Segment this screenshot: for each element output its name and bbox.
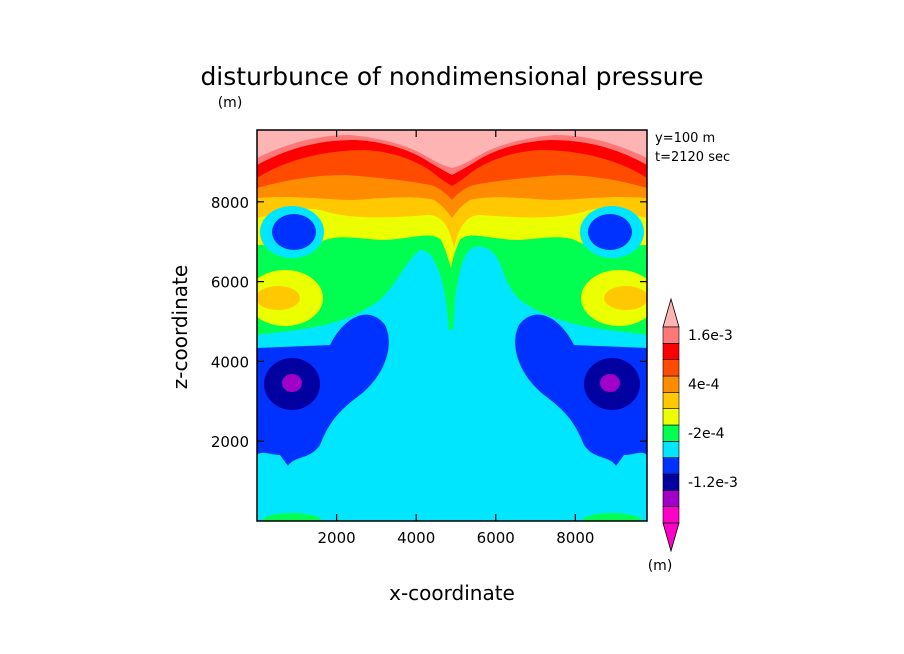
y-tick-label: 8000 — [211, 194, 249, 212]
colorbar-swatch — [662, 343, 680, 360]
bottom-green-left — [262, 513, 322, 521]
region-pink — [257, 130, 647, 168]
colorbar: 1.6e-3 4e-4 -2e-4 -1.2e-3 — [662, 297, 738, 553]
chart-title: disturbunce of nondimensional pressure — [200, 62, 703, 91]
colorbar-swatch — [662, 473, 680, 491]
orange-blob-right — [604, 286, 647, 310]
x-tick-label: 4000 — [397, 529, 435, 547]
colorbar-swatch — [662, 457, 680, 475]
colorbar-swatch — [662, 424, 680, 442]
x-tick-label: 2000 — [317, 529, 355, 547]
bottom-green-right — [582, 513, 642, 521]
x-axis: 2000 4000 6000 8000 — [317, 130, 594, 547]
colorbar-top-arrow — [662, 297, 680, 328]
x-axis-label: x-coordinate — [389, 581, 515, 605]
colorbar-tick-label: -2e-4 — [688, 426, 725, 442]
y-axis-label: z-coordinate — [168, 265, 192, 389]
y-axis: 2000 4000 6000 8000 — [211, 194, 647, 451]
x-tick-label: 8000 — [556, 529, 594, 547]
colorbar-tick-label: 1.6e-3 — [688, 328, 733, 344]
y-tick-label: 4000 — [211, 353, 249, 371]
plot-frame — [256, 129, 648, 522]
y-tick-label: 2000 — [211, 433, 249, 451]
colorbar-swatch — [662, 359, 680, 377]
purple-center-right — [600, 374, 620, 392]
colorbar-swatch — [662, 326, 680, 344]
colorbar-swatch — [662, 408, 680, 426]
purple-center-left — [282, 374, 302, 392]
blue-lobe-right — [515, 314, 647, 466]
colorbar-swatch — [662, 506, 680, 524]
colorbar-swatch — [662, 375, 680, 393]
colorbar-unit-label: (m) — [648, 558, 673, 574]
y-tick-label: 6000 — [211, 274, 249, 292]
info-line-t: t=2120 sec — [655, 150, 730, 165]
x-tick-label: 6000 — [477, 529, 515, 547]
orange-blob-left — [257, 286, 300, 310]
info-line-y: y=100 m — [655, 131, 715, 146]
blue-lobe-left — [257, 314, 389, 466]
blue-eye-upper-right — [588, 214, 632, 250]
blue-eye-upper-left — [272, 214, 316, 250]
colorbar-bottom-arrow — [662, 522, 680, 553]
colorbar-tick-label: -1.2e-3 — [688, 475, 738, 491]
colorbar-swatch — [662, 392, 680, 409]
y-unit-label: (m) — [218, 95, 243, 111]
contour-field — [257, 130, 647, 521]
colorbar-swatch — [662, 490, 680, 507]
colorbar-tick-label: 4e-4 — [688, 377, 720, 393]
colorbar-swatch — [662, 441, 680, 458]
